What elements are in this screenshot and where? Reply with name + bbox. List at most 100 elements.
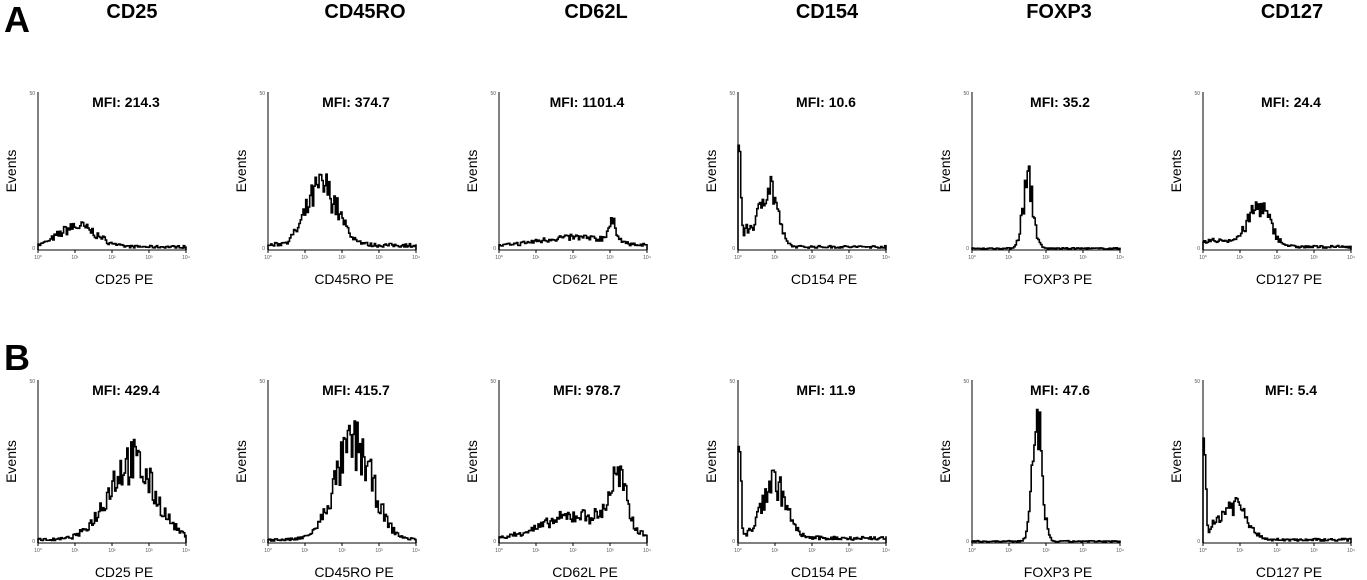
y-tick-label-b-cd127: 0 [1197,539,1200,545]
y-tick-label-b-cd62l: 50 [490,379,496,385]
x-tick-label-b-cd127: 10² [1273,548,1281,554]
histogram-line-a-cd154 [737,144,887,250]
histogram-line-a-cd45ro [267,173,417,250]
x-tick-label-a-foxp3: 10² [1042,255,1050,261]
y-tick-label-a-cd62l: 50 [490,91,496,97]
mfi-annotation-b-cd127: MFI: 5.4 [1265,382,1317,398]
x-tick-label-a-cd25: 10⁰ [34,255,42,261]
x-tick-label-a-foxp3: 10³ [1079,255,1087,261]
mfi-annotation-a-cd154: MFI: 10.6 [796,94,856,110]
x-axis-label-a-cd45ro: CD45RO PE [314,271,393,287]
x-axis-label-b-cd45ro: CD45RO PE [314,564,393,580]
y-axis-label-a-foxp3: Events [937,150,953,193]
column-header-cd45ro: CD45RO [324,1,406,23]
y-axis-label-b-cd154: Events [703,440,719,483]
y-axis-label-b-cd45ro: Events [233,440,249,483]
y-tick-label-a-cd62l: 0 [493,246,496,252]
x-tick-label-a-cd127: 10¹ [1236,255,1244,261]
x-tick-label-b-cd154: 10¹ [771,548,779,554]
y-tick-label-b-cd154: 0 [732,539,735,545]
histogram-line-b-cd62l [498,465,648,543]
y-axis-label-a-cd25: Events [3,150,19,193]
histogram-line-a-cd62l [498,217,648,250]
x-tick-label-a-cd154: 10⁴ [882,255,890,261]
mfi-annotation-b-cd62l: MFI: 978.7 [553,382,621,398]
mfi-annotation-b-foxp3: MFI: 47.6 [1030,382,1090,398]
x-tick-label-b-foxp3: 10² [1042,548,1050,554]
mfi-annotation-a-cd62l: MFI: 1101.4 [550,94,625,110]
x-tick-label-b-cd62l: 10³ [606,548,614,554]
column-header-cd25: CD25 [106,1,158,23]
y-tick-label-a-cd45ro: 50 [259,91,265,97]
x-axis-label-a-cd62l: CD62L PE [552,271,618,287]
x-tick-label-b-cd127: 10¹ [1236,548,1244,554]
y-tick-label-b-cd25: 50 [29,379,35,385]
mfi-annotation-b-cd25: MFI: 429.4 [92,382,160,398]
x-tick-label-b-cd45ro: 10³ [375,548,383,554]
histogram-line-b-cd127 [1202,437,1352,543]
x-tick-label-a-cd127: 10³ [1310,255,1318,261]
x-axis-label-b-cd154: CD154 PE [791,564,857,580]
y-axis-label-b-cd25: Events [3,440,19,483]
y-tick-label-b-foxp3: 0 [966,539,969,545]
x-tick-label-a-cd25: 10³ [145,255,153,261]
x-tick-label-a-foxp3: 10⁰ [968,255,976,261]
y-tick-label-a-cd25: 0 [32,246,35,252]
x-tick-label-a-cd25: 10⁴ [182,255,190,261]
x-tick-label-a-cd45ro: 10³ [375,255,383,261]
x-tick-label-b-cd154: 10³ [845,548,853,554]
y-tick-label-a-cd127: 0 [1197,246,1200,252]
x-tick-label-b-cd25: 10³ [145,548,153,554]
mfi-annotation-b-cd154: MFI: 11.9 [796,382,855,398]
x-tick-label-b-foxp3: 10⁴ [1116,548,1124,554]
x-tick-label-b-cd127: 10³ [1310,548,1318,554]
x-tick-label-a-cd127: 10² [1273,255,1281,261]
x-tick-label-a-cd45ro: 10⁴ [412,255,420,261]
x-tick-label-b-cd25: 10² [108,548,116,554]
panel-label-a: A [4,0,30,40]
histogram-line-b-cd45ro [267,420,417,543]
x-tick-label-b-foxp3: 10⁰ [968,548,976,554]
histogram-line-b-cd25 [37,438,187,543]
y-axis-label-b-cd62l: Events [464,440,480,483]
x-axis-label-b-cd62l: CD62L PE [552,564,618,580]
x-tick-label-b-cd45ro: 10¹ [301,548,309,554]
x-tick-label-a-cd45ro: 10⁰ [264,255,272,261]
y-tick-label-b-cd154: 50 [729,379,735,385]
x-axis-label-a-cd127: CD127 PE [1256,271,1322,287]
panel-label-b: B [4,337,30,378]
y-tick-label-a-cd25: 50 [29,91,35,97]
mfi-annotation-b-cd45ro: MFI: 415.7 [322,382,390,398]
x-tick-label-a-cd154: 10² [808,255,816,261]
x-tick-label-b-cd25: 10¹ [71,548,79,554]
x-tick-label-a-cd154: 10³ [845,255,853,261]
y-tick-label-b-cd62l: 0 [493,539,496,545]
x-tick-label-a-cd154: 10¹ [771,255,779,261]
x-tick-label-a-foxp3: 10¹ [1005,255,1013,261]
mfi-annotation-a-cd25: MFI: 214.3 [92,94,160,110]
x-tick-label-b-cd62l: 10⁴ [643,548,651,554]
histogram-line-b-foxp3 [971,408,1121,543]
x-tick-label-a-cd25: 10² [108,255,116,261]
x-tick-label-a-cd62l: 10² [569,255,577,261]
x-tick-label-b-cd62l: 10⁰ [495,548,503,554]
column-header-cd154: CD154 [795,1,859,23]
y-tick-label-a-cd127: 50 [1194,91,1200,97]
y-tick-label-a-cd45ro: 0 [262,246,265,252]
y-axis-label-b-cd127: Events [1168,440,1184,483]
x-axis-label-b-cd25: CD25 PE [95,564,153,580]
y-tick-label-b-cd25: 0 [32,539,35,545]
y-axis-label-b-foxp3: Events [937,440,953,483]
y-tick-label-a-cd154: 50 [729,91,735,97]
column-header-cd127: CD127 [1260,1,1324,23]
x-tick-label-a-cd62l: 10³ [606,255,614,261]
y-tick-label-a-cd154: 0 [732,246,735,252]
x-tick-label-b-cd154: 10⁰ [734,548,742,554]
x-tick-label-b-cd127: 10⁰ [1199,548,1207,554]
y-tick-label-b-cd45ro: 50 [259,379,265,385]
column-header-foxp3: FOXP3 [1026,1,1092,23]
x-tick-label-b-cd127: 10⁴ [1347,548,1355,554]
x-tick-label-b-cd62l: 10¹ [532,548,540,554]
mfi-annotation-a-cd127: MFI: 24.4 [1261,94,1321,110]
